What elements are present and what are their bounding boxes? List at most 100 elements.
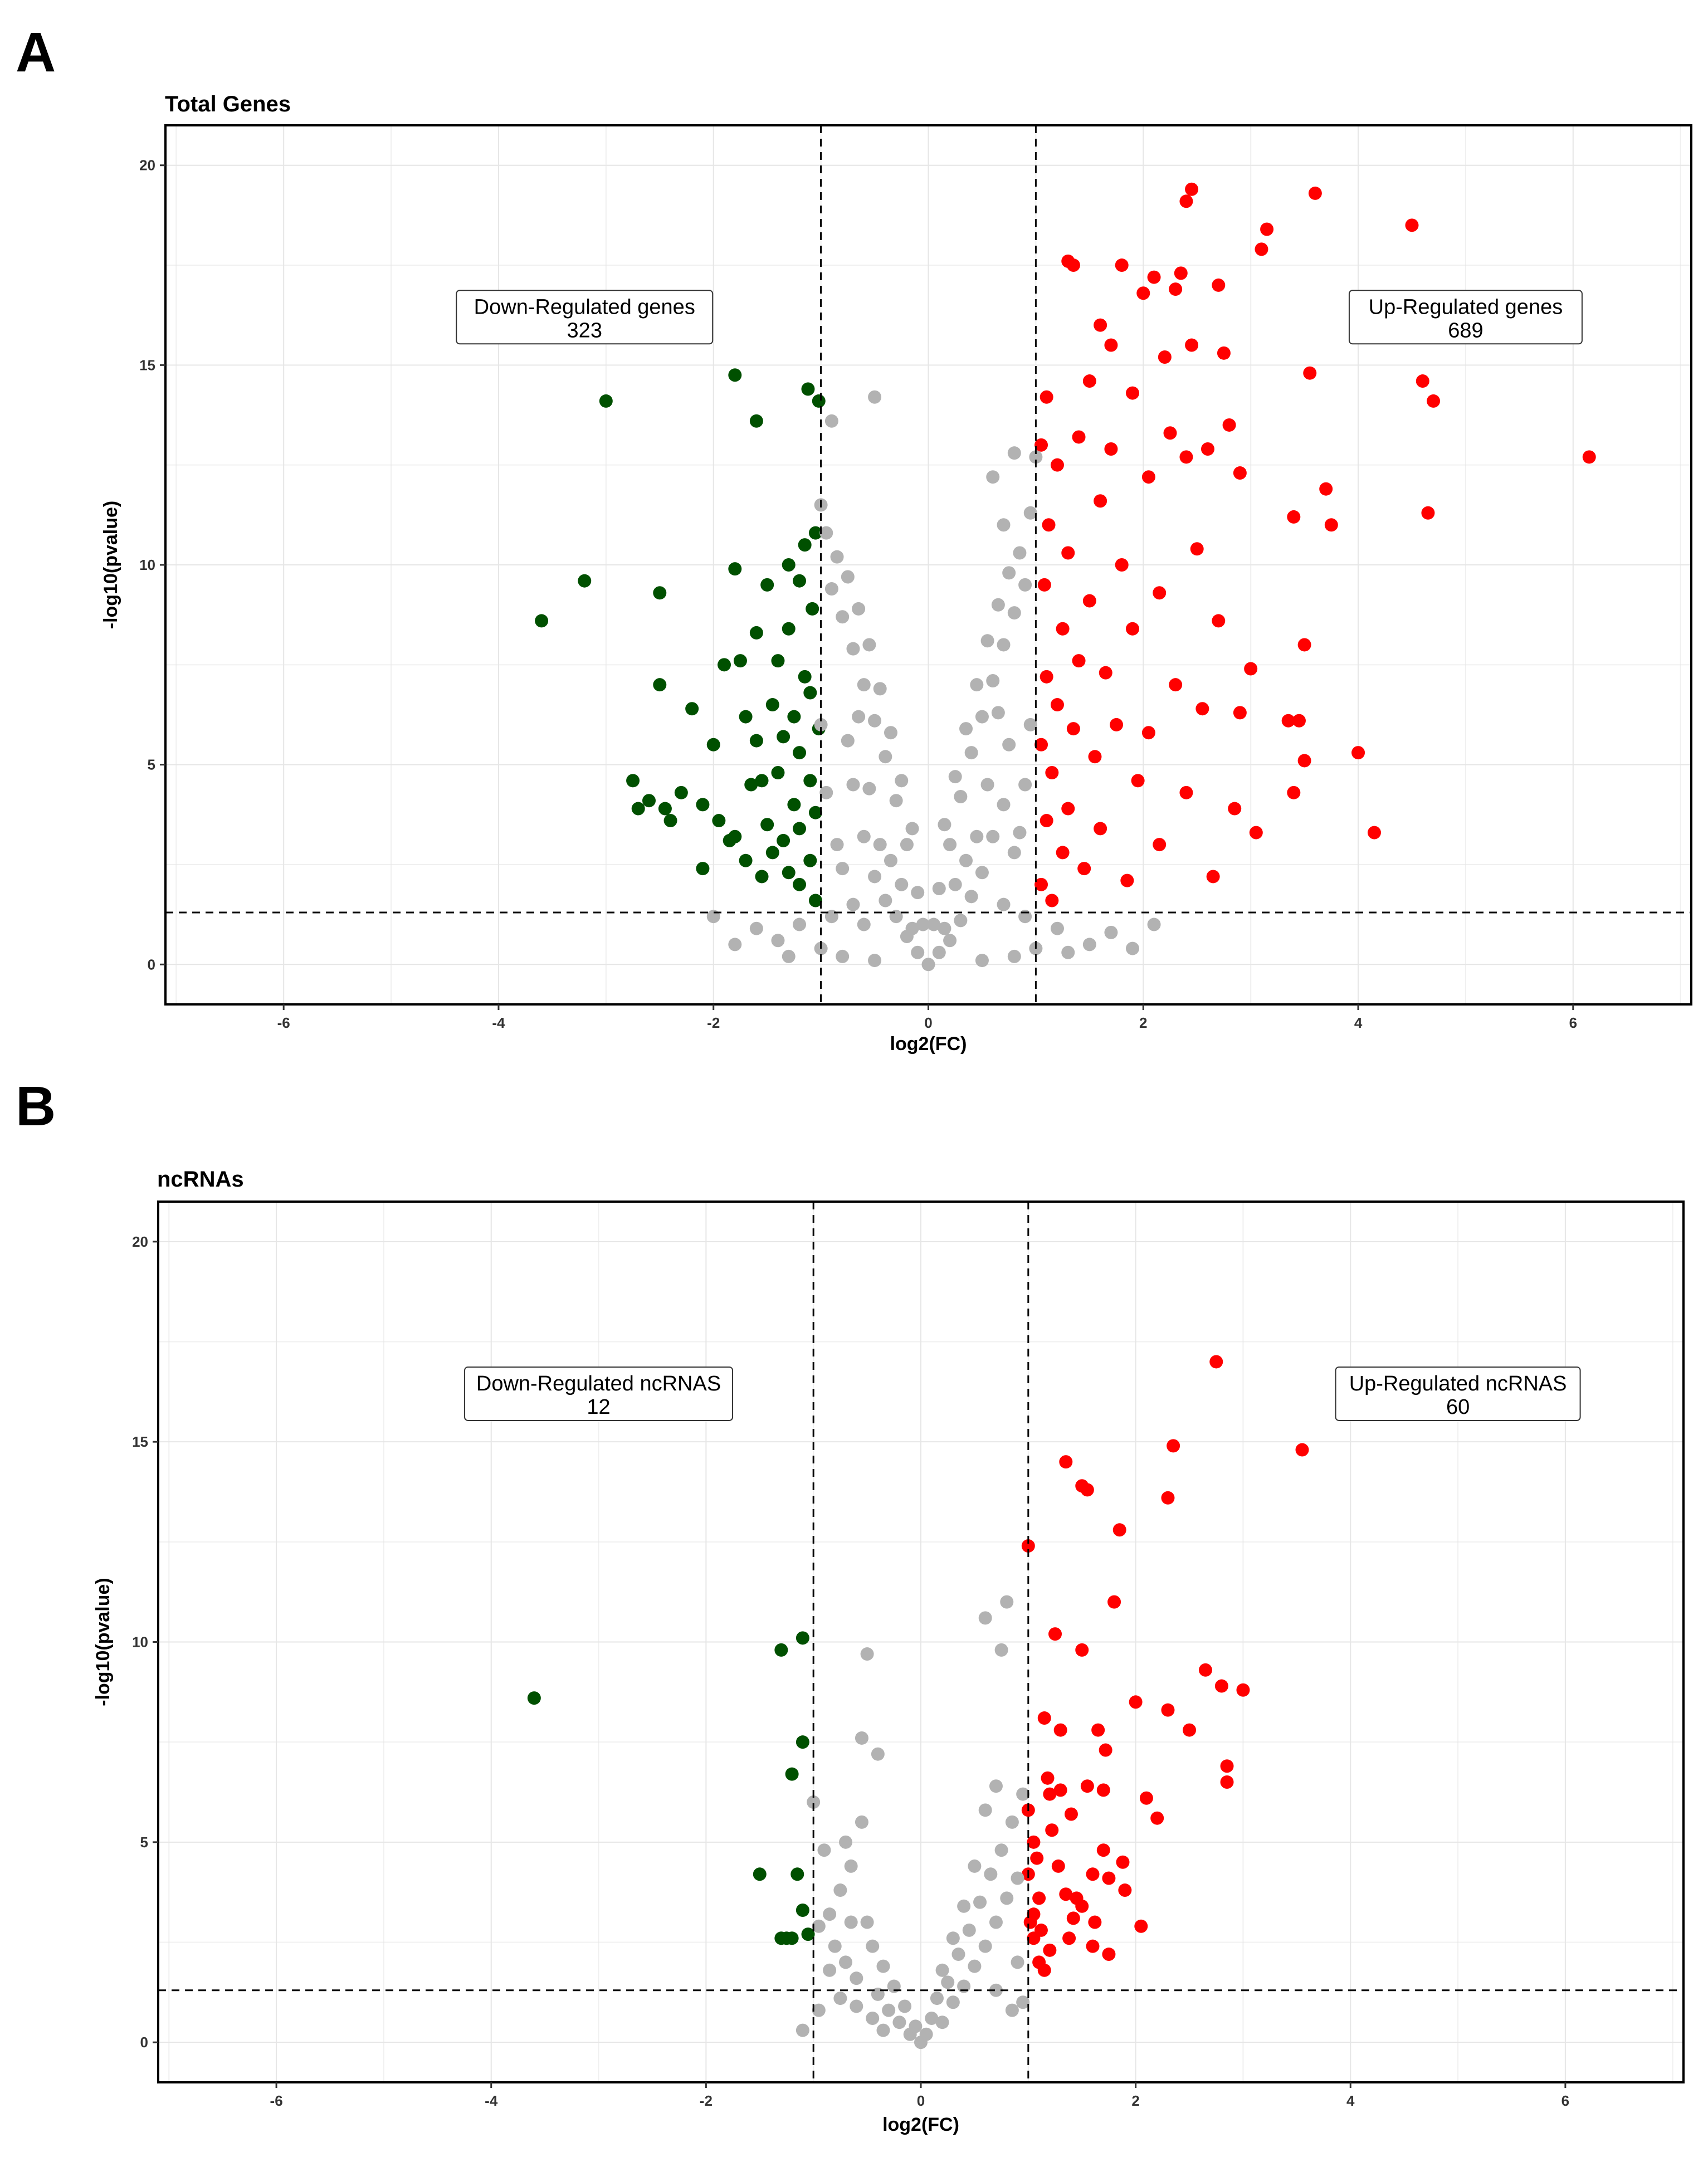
x-axis-label: log2(FC) (890, 1033, 967, 1055)
point-up (1094, 318, 1107, 332)
annotation-count: 689 (1448, 319, 1483, 342)
point-ns (989, 1779, 1003, 1793)
point-up (1169, 282, 1183, 296)
point-ns (911, 945, 925, 959)
point-down (718, 658, 731, 672)
grid (165, 125, 1691, 1004)
x-tick-label: -2 (707, 1014, 720, 1031)
annotation-label: Up-Regulated genes (1369, 295, 1563, 319)
point-up (1027, 1835, 1041, 1849)
point-ns (962, 1923, 976, 1937)
point-down (808, 806, 822, 819)
point-up (1056, 846, 1070, 860)
point-down (728, 562, 742, 576)
point-down (749, 626, 763, 640)
annotation-label: Down-Regulated genes (474, 295, 695, 319)
point-ns (836, 862, 850, 876)
point-ns (857, 918, 871, 931)
y-tick-label: 15 (139, 357, 155, 373)
point-ns (978, 1803, 992, 1817)
point-up (1287, 785, 1301, 799)
point-down (801, 1927, 815, 1941)
point-ns (975, 954, 989, 968)
point-up (1297, 754, 1311, 768)
point-up (1169, 678, 1183, 692)
point-ns (997, 518, 1011, 532)
point-ns (1050, 921, 1064, 935)
point-ns (921, 958, 935, 972)
point-up (1082, 594, 1096, 608)
point-up (1075, 1899, 1089, 1913)
point-up (1053, 1723, 1067, 1737)
point-up (1179, 785, 1193, 799)
point-up (1043, 1787, 1057, 1801)
point-up (1112, 1523, 1126, 1537)
point-ns (866, 1939, 880, 1953)
point-up (1195, 702, 1209, 716)
point-up (1141, 470, 1155, 484)
point-up (1034, 438, 1048, 452)
point-up (1201, 442, 1215, 456)
point-ns (964, 890, 978, 904)
point-ns (796, 2023, 809, 2037)
point-up (1236, 1683, 1250, 1697)
x-tick-label: -4 (485, 2092, 498, 2109)
point-down (733, 654, 747, 668)
point-up (1115, 558, 1129, 572)
point-ns (930, 1992, 944, 2005)
panel-letter: A (16, 21, 56, 84)
point-down (808, 894, 822, 907)
point-ns (975, 710, 989, 724)
point-down (782, 622, 796, 636)
point-ns (855, 1815, 868, 1829)
point-down (578, 574, 592, 588)
point-ns (1002, 566, 1016, 580)
y-tick-label: 10 (132, 1634, 148, 1651)
point-up (1099, 666, 1112, 680)
point-up (1582, 450, 1596, 464)
point-down (793, 822, 807, 836)
point-down (765, 698, 779, 712)
point-ns (1023, 506, 1037, 520)
grid (158, 1202, 1683, 2082)
point-ns (938, 921, 951, 935)
point-up (1102, 1871, 1116, 1885)
point-ns (844, 1859, 858, 1873)
point-up (1086, 1939, 1100, 1953)
point-ns (986, 470, 1000, 484)
point-up (1034, 738, 1048, 751)
point-down (626, 774, 640, 788)
point-down (744, 778, 758, 792)
point-ns (900, 838, 914, 852)
point-ns (1007, 446, 1021, 460)
point-ns (876, 1959, 890, 1973)
x-tick-label: 4 (1346, 2092, 1355, 2109)
point-ns (1104, 925, 1118, 939)
point-down (696, 798, 710, 812)
point-ns (819, 785, 833, 799)
point-ns (824, 414, 838, 428)
point-ns (1016, 1995, 1030, 2009)
point-ns (991, 706, 1005, 720)
point-ns (879, 750, 892, 764)
point-ns (975, 866, 989, 880)
point-down (798, 670, 812, 684)
annotation-label: Up-Regulated ncRNAS (1349, 1372, 1567, 1395)
point-up (1061, 802, 1075, 816)
point-ns (828, 1939, 842, 1953)
point-up (1190, 542, 1204, 556)
y-tick-label: 0 (148, 956, 155, 973)
point-ns (927, 918, 941, 931)
y-tick-label: 20 (139, 157, 155, 174)
point-up (1110, 718, 1124, 731)
point-up (1233, 706, 1247, 720)
point-up (1118, 1883, 1132, 1897)
point-down (782, 866, 796, 880)
point-up (1048, 1627, 1062, 1641)
point-up (1220, 1775, 1234, 1789)
point-down (787, 798, 801, 812)
point-up (1163, 426, 1177, 440)
